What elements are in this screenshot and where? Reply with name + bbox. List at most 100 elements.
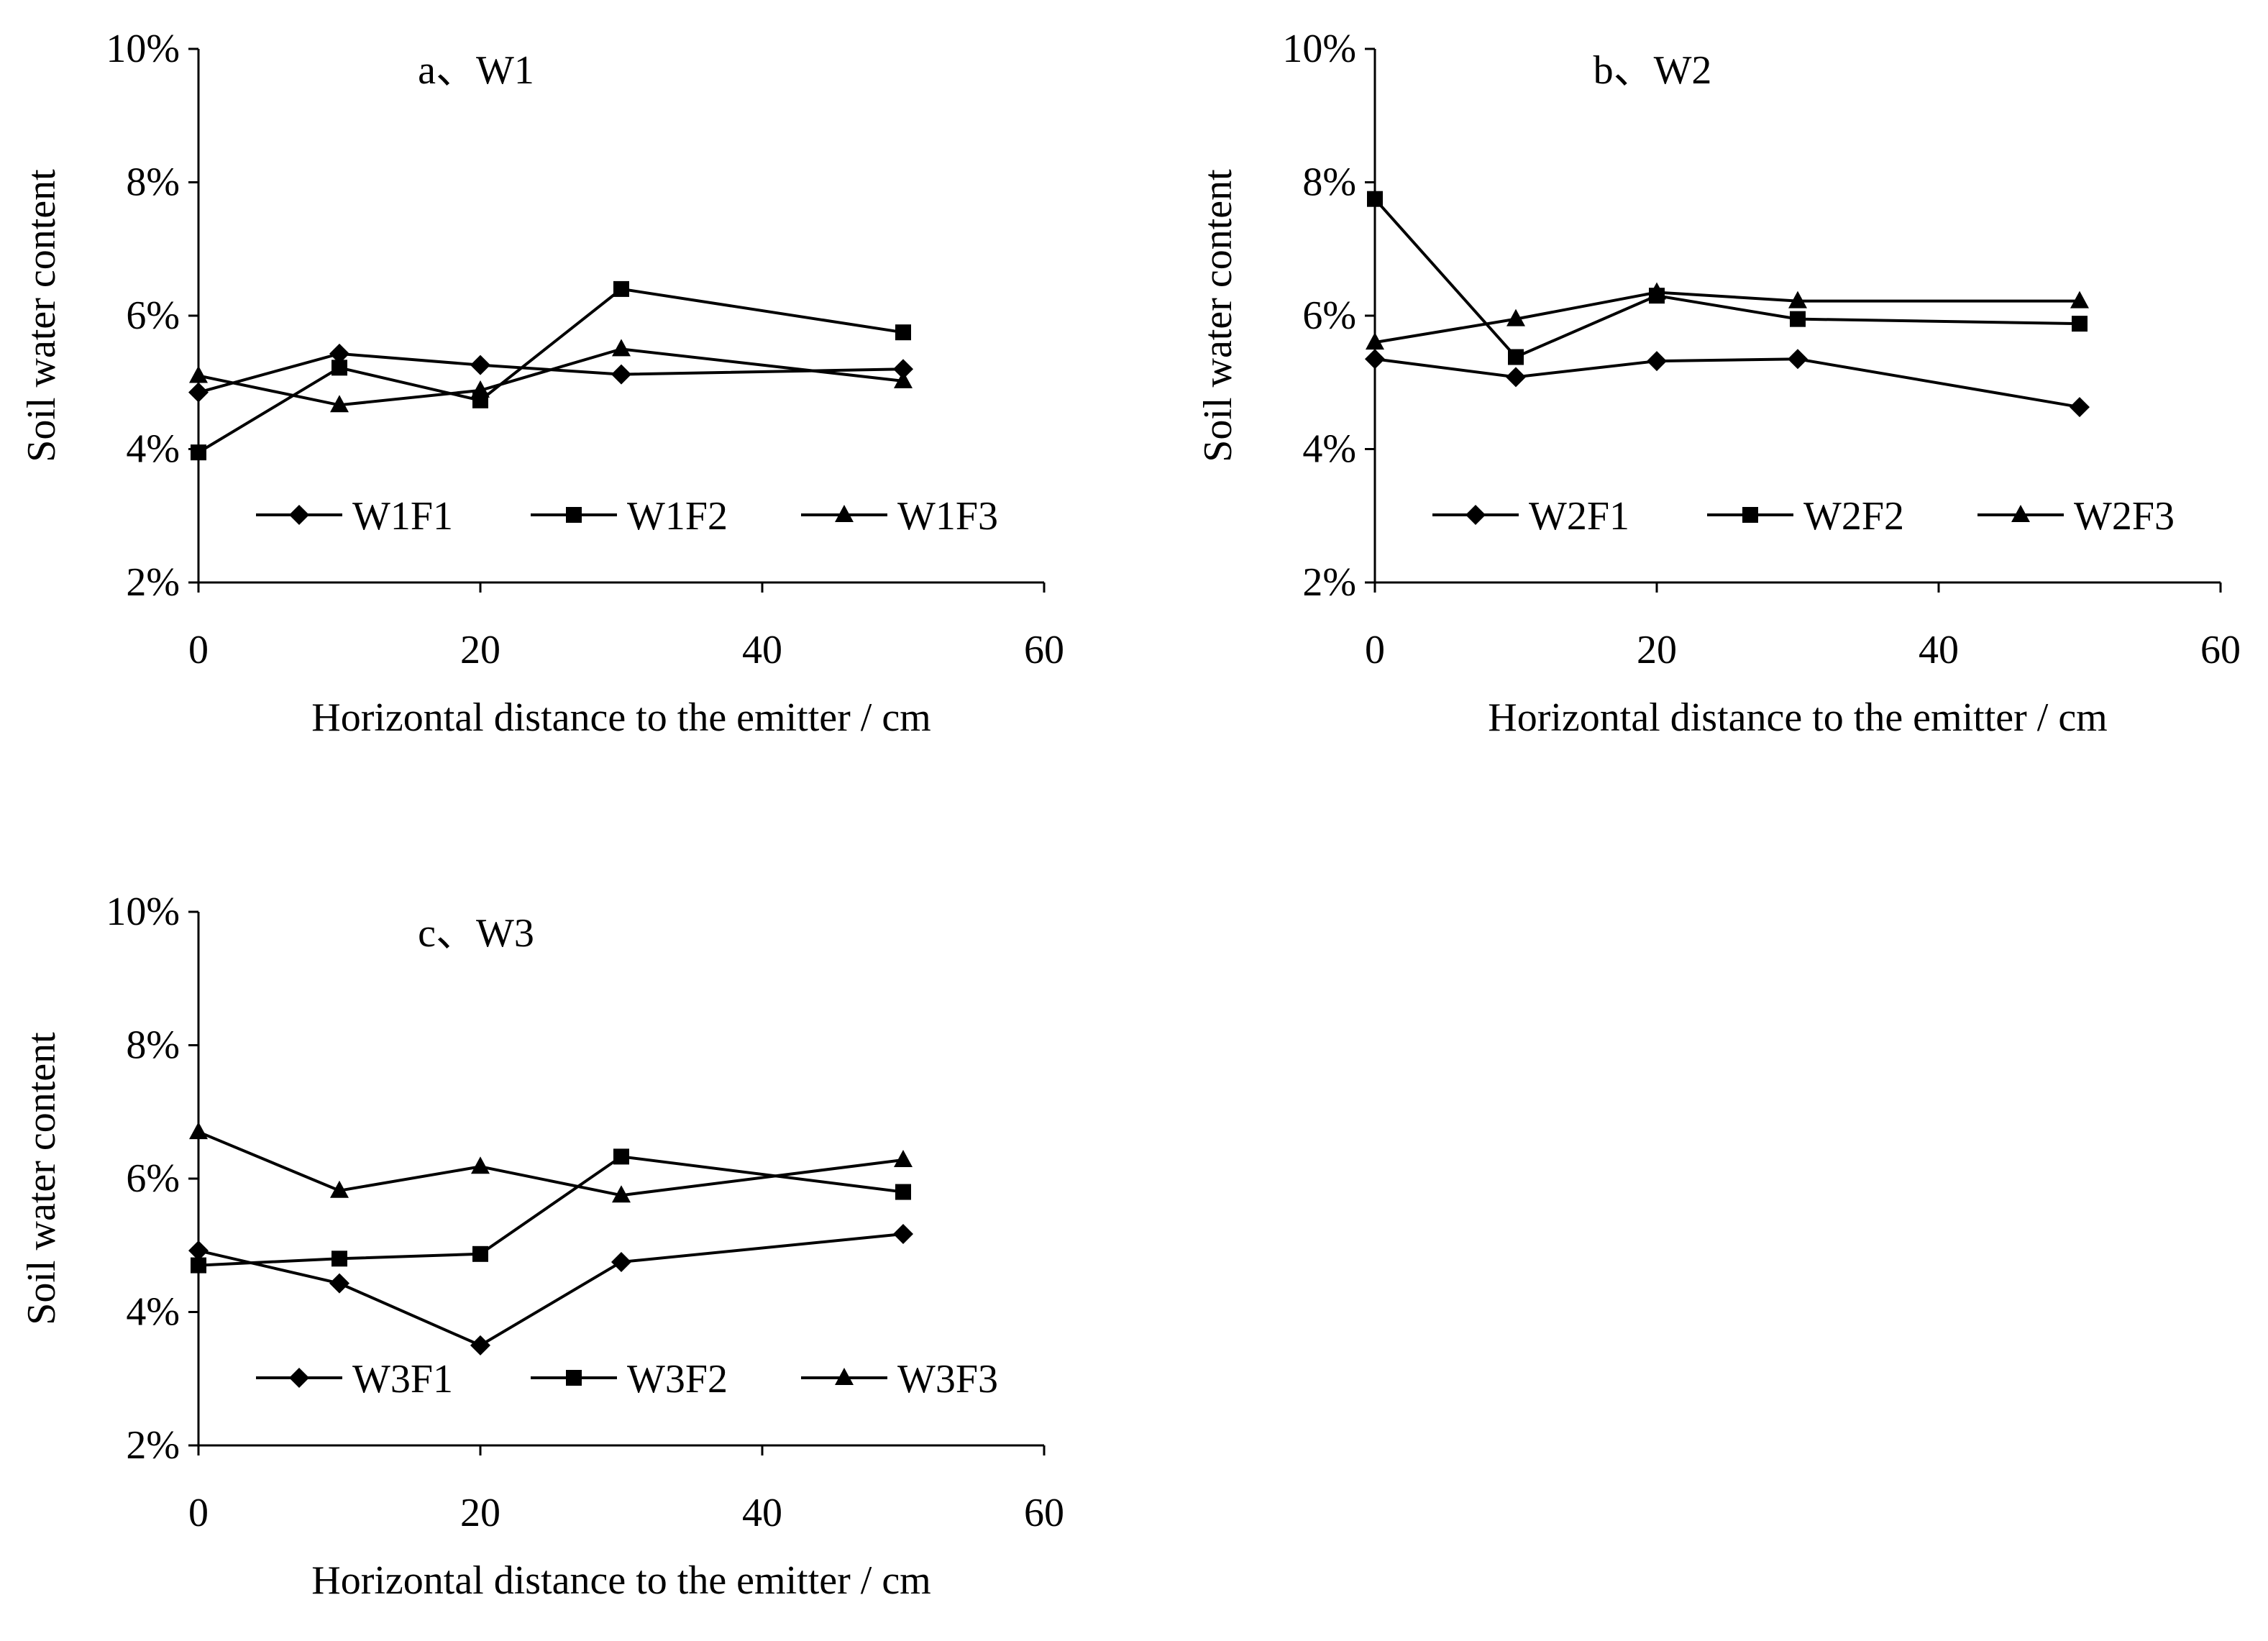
legend-label: W2F3 — [2074, 494, 2175, 539]
y-tick-label: 6% — [126, 293, 180, 338]
y-tick-label: 2% — [1302, 560, 1356, 605]
chart-panel-1: 2% 4% 6% 8% 10% 0 20 40 60 Horizontal distance to… — [19, 27, 1064, 740]
data-point — [2072, 316, 2088, 332]
y-tick-label: 10% — [106, 27, 180, 71]
data-point — [613, 280, 629, 297]
data-point — [188, 1240, 209, 1261]
x-tick-label: 40 — [742, 1491, 782, 1535]
data-point — [331, 360, 347, 376]
x-tick-label: 20 — [1637, 628, 1677, 672]
legend-label: W3F2 — [627, 1357, 728, 1402]
y-tick-label: 6% — [1302, 293, 1356, 338]
data-point — [894, 370, 913, 388]
data-point — [191, 1257, 206, 1274]
series-line — [1374, 357, 2080, 409]
series-line — [198, 347, 904, 407]
series-line — [198, 352, 904, 394]
y-tick-label: 4% — [126, 1290, 180, 1335]
data-point — [1790, 311, 1806, 327]
series-W3F1 — [188, 1223, 913, 1356]
x-axis-title: Horizontal distance to the emitter / cm — [1488, 695, 2108, 740]
legend-item: W3F2 — [531, 1357, 728, 1402]
data-point — [1365, 349, 1385, 370]
data-point — [1367, 191, 1383, 207]
x-tick-label: 40 — [1919, 628, 1959, 672]
data-point — [1508, 349, 1524, 365]
x-tick-label: 40 — [742, 628, 782, 672]
y-tick-label: 2% — [126, 1423, 180, 1468]
data-point — [470, 1335, 490, 1356]
x-axis-title: Horizontal distance to the emitter / cm — [311, 1558, 931, 1603]
series-W2F2 — [1367, 191, 2088, 365]
data-point — [895, 1184, 911, 1200]
y-tick-label: 8% — [1302, 160, 1356, 205]
data-point — [471, 380, 490, 398]
data-point — [470, 355, 490, 375]
data-point — [1506, 367, 1526, 388]
legend-marker — [566, 1370, 582, 1386]
data-point — [1366, 332, 1384, 350]
data-point — [2070, 397, 2090, 418]
data-point — [611, 1251, 631, 1272]
legend-marker — [289, 505, 309, 525]
series-W1F3 — [189, 339, 913, 413]
legend-marker — [1465, 505, 1486, 525]
x-tick-label: 60 — [1024, 628, 1064, 672]
legend-label: W3F3 — [897, 1357, 998, 1402]
legend-item: W2F2 — [1707, 494, 1904, 539]
y-tick-label: 4% — [1302, 427, 1356, 472]
data-point — [611, 364, 631, 385]
data-point — [472, 1245, 488, 1262]
data-point — [893, 359, 913, 380]
data-point — [329, 1273, 349, 1294]
y-tick-label: 4% — [126, 427, 180, 472]
data-point — [331, 1251, 347, 1267]
legend-item: W2F1 — [1432, 494, 1629, 539]
chart-panel-2: 2% 4% 6% 8% 10% 0 20 40 60 Horizontal distance to… — [1196, 27, 2241, 740]
legend-label: W1F3 — [897, 494, 998, 539]
data-point — [189, 365, 208, 383]
series-line — [1373, 198, 2080, 359]
y-tick-label: 6% — [126, 1156, 180, 1201]
panel-title: c、W3 — [418, 911, 534, 956]
data-point — [1506, 308, 1525, 326]
legend-item: W3F3 — [801, 1357, 998, 1402]
y-axis-title: Soil water content — [19, 1032, 64, 1325]
series-W1F1 — [188, 343, 913, 403]
data-point — [1647, 351, 1667, 372]
legend-label: W1F1 — [352, 494, 453, 539]
legend-marker — [289, 1368, 309, 1388]
data-point — [612, 339, 631, 357]
series-line — [198, 1130, 904, 1197]
data-point — [330, 395, 349, 413]
legend-item: W1F2 — [531, 494, 728, 539]
data-point — [329, 343, 349, 364]
series-W3F3 — [189, 1122, 913, 1203]
panel-title: a、W1 — [418, 48, 534, 93]
legend-marker — [566, 507, 582, 523]
data-point — [893, 1223, 913, 1244]
data-point — [1647, 282, 1666, 300]
y-axis-title: Soil water content — [19, 169, 64, 462]
y-axis-title: Soil water content — [1196, 169, 1240, 462]
y-tick-label: 2% — [126, 560, 180, 605]
x-axis-title: Horizontal distance to the emitter / cm — [311, 695, 931, 740]
x-tick-label: 0 — [188, 628, 209, 672]
y-tick-label: 10% — [106, 890, 180, 934]
data-point — [612, 1185, 631, 1203]
legend-label: W2F1 — [1529, 494, 1629, 539]
legend-label: W1F2 — [627, 494, 728, 539]
x-tick-label: 0 — [188, 1491, 209, 1535]
x-tick-label: 20 — [460, 628, 500, 672]
y-tick-label: 10% — [1282, 27, 1356, 71]
legend-marker — [835, 505, 854, 522]
y-tick-label: 8% — [126, 1023, 180, 1068]
legend-label: W2F2 — [1803, 494, 1904, 539]
data-point — [613, 1148, 629, 1165]
panel-title: b、W2 — [1593, 48, 1712, 93]
data-point — [894, 1150, 913, 1168]
data-point — [330, 1180, 349, 1198]
chart-panel-3: 2% 4% 6% 8% 10% 0 20 40 60 Horizontal distance to… — [19, 890, 1064, 1603]
data-point — [191, 444, 206, 461]
